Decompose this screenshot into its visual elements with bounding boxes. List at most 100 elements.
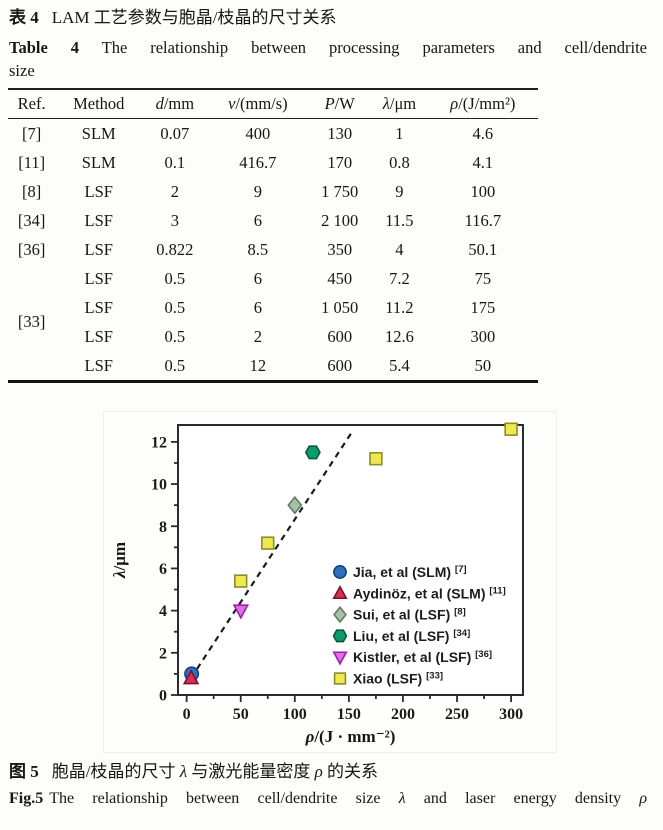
table-cell: 50.1 — [468, 239, 498, 259]
table-cell: LSF — [84, 297, 113, 317]
table-cell: LSF — [84, 268, 113, 288]
table-cell: 75 — [474, 268, 492, 288]
table-row: LSF 0.5 6 1 050 11.2 175 — [8, 293, 538, 322]
data-point-diamond — [287, 496, 303, 515]
y-tick-label: 12 — [151, 435, 167, 452]
x-tick-label: 0 — [183, 706, 191, 723]
table-row: [36] LSF 0.822 8.5 350 4 50.1 — [8, 235, 538, 264]
data-point-triangle-up — [182, 669, 200, 685]
column-header: Method — [73, 94, 125, 114]
data-point-hexagon — [304, 445, 321, 460]
legend: Jia, et al (SLM) [7] Aydinöz, et al (SLM)… — [332, 564, 506, 687]
legend-marker-diamond — [333, 606, 347, 624]
table-ref-cell-rowspan: [33] — [17, 312, 46, 332]
table-cell: 130 — [327, 123, 353, 143]
y-tick-label: 8 — [159, 519, 167, 536]
caption-text: 的关系 — [322, 762, 379, 782]
legend-label: Liu, et al (LSF) [34] — [353, 628, 470, 644]
figure-caption-en: Fig.5 The relationship between cell/dendr… — [0, 783, 663, 810]
data-point-square — [369, 452, 383, 466]
table-cell: 50 — [474, 355, 492, 375]
table-cell: 1 050 — [321, 297, 359, 317]
variable-symbol: λ — [179, 762, 188, 782]
legend-marker-circle — [333, 565, 347, 580]
y-axis-label: λ/μm — [110, 542, 129, 579]
table-cell: 0.07 — [160, 123, 190, 143]
table-ref-cell: [34] — [17, 210, 46, 230]
x-tick-label: 300 — [499, 706, 523, 723]
table-cell: 0.1 — [164, 152, 186, 172]
table-ref-cell: [36] — [17, 239, 46, 259]
table-cell: 9 — [395, 181, 404, 201]
table-cell: 175 — [470, 297, 496, 317]
figure-number-en: Fig.5 — [9, 790, 44, 808]
figure-caption-zh: 图 5 胞晶/枝晶的尺寸 λ 与激光能量密度 ρ 的关系 — [0, 752, 663, 783]
table-cell: 9 — [253, 181, 262, 201]
legend-marker-hexagon — [332, 629, 348, 643]
table-cell: LSF — [84, 239, 113, 259]
table-cell: 0.8 — [389, 152, 410, 172]
scatter-chart: 0 50 100 150 200 250 300 0 2 4 6 8 10 12 ρ/(J · mm⁻²) λ… — [110, 422, 524, 746]
data-point-square — [504, 422, 518, 437]
column-header: λ/μm — [382, 94, 417, 114]
table-cell: 11.5 — [385, 210, 414, 230]
x-tick-label: 200 — [391, 706, 415, 723]
legend-marker-square — [333, 672, 347, 686]
table-cell: 2 100 — [321, 210, 359, 230]
figure-caption-zh-text: 胞晶/枝晶的尺寸 λ 与激光能量密度 ρ 的关系 — [52, 762, 378, 781]
table-number-zh: 表 4 — [9, 8, 39, 27]
column-header: ρ/(J/mm²) — [450, 94, 516, 114]
legend-label: Aydinöz, et al (SLM) [11] — [353, 586, 506, 602]
table-title-en-line2: size — [9, 61, 35, 81]
table-cell: 0.5 — [164, 355, 186, 375]
table-cell: 4.1 — [472, 152, 494, 172]
table-cell: 0.5 — [164, 297, 186, 317]
x-tick-label: 150 — [337, 706, 361, 723]
table-cell: 0.5 — [164, 326, 186, 346]
y-tick-label: 0 — [159, 688, 167, 705]
table-cell: LSF — [84, 181, 113, 201]
table-cell: 8.5 — [247, 239, 269, 259]
caption-text: 与激光能量密度 — [187, 762, 315, 782]
plot-frame — [177, 424, 524, 697]
x-tick-label: 100 — [283, 706, 307, 723]
table-title-zh-text: LAM 工艺参数与胞晶/枝晶的尺寸关系 — [51, 8, 337, 27]
table-ref-cell: [11] — [18, 152, 46, 172]
legend-label: Xiao (LSF) [33] — [353, 671, 443, 687]
table-cell: 0.5 — [164, 268, 186, 288]
table-cell: 4.6 — [472, 123, 494, 143]
table-cell: 3 — [170, 210, 179, 230]
figure-caption-en-text: The relationship between cell/dendrite s… — [49, 790, 647, 807]
table-cell: 6 — [253, 297, 262, 317]
caption-text: and laser energy density — [405, 790, 640, 808]
table-row: [7] SLM 0.07 400 130 1 4.6 — [8, 119, 538, 149]
column-header: d/mm — [155, 94, 195, 114]
table-row: [34] LSF 3 6 2 100 11.5 116.7 — [8, 206, 538, 235]
table-cell: 1 — [395, 123, 404, 143]
process-parameters-table: Ref. Method d/mm v/(mm/s) P/W λ/μm ρ/(J/mm²) [7… — [8, 88, 538, 384]
table-ref-cell: [7] — [22, 123, 42, 143]
caption-text: The relationship between cell/dendrite s… — [49, 790, 399, 808]
trend-line — [190, 433, 352, 680]
table-cell: 116.7 — [464, 210, 502, 230]
legend-marker-triangle-up — [332, 585, 348, 600]
table-ref-cell: [8] — [22, 181, 42, 201]
figure-5: 0 50 100 150 200 250 300 0 2 4 6 8 10 12 ρ/(J · mm⁻²) λ… — [103, 411, 557, 754]
table-row: [33] LSF 0.5 6 450 7.2 75 — [8, 264, 538, 332]
legend-label: Jia, et al (SLM) [7] — [353, 564, 467, 580]
table-cell: 12 — [249, 355, 267, 375]
table-cell: 5.4 — [389, 355, 410, 375]
table-cell: 100 — [470, 181, 496, 201]
x-tick-label: 50 — [233, 706, 249, 723]
table-cell: LSF — [84, 326, 113, 346]
table-cell: LSF — [84, 210, 113, 230]
table-cell: 2 — [253, 326, 262, 346]
table-row: LSF 0.5 12 600 5.4 50 — [8, 351, 538, 382]
table-cell: 400 — [245, 123, 271, 143]
table-cell: 7.2 — [389, 268, 410, 288]
table-title-zh: 表 4 LAM 工艺参数与胞晶/枝晶的尺寸关系 — [0, 0, 663, 30]
table-title-en-text: The relationship between processing para… — [101, 37, 648, 57]
table-cell: 4 — [395, 239, 404, 259]
data-point-square — [234, 574, 248, 589]
